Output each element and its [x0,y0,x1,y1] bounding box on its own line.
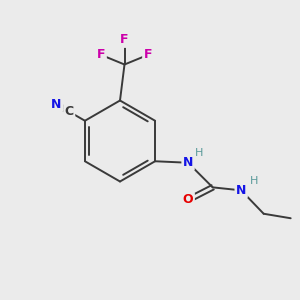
Text: F: F [97,48,105,62]
Text: C: C [64,105,74,118]
Text: N: N [183,156,193,169]
Text: N: N [236,184,246,197]
Text: O: O [183,194,194,206]
Text: N: N [51,98,62,111]
Text: H: H [195,148,204,158]
Text: H: H [250,176,258,186]
Text: F: F [144,48,152,62]
Text: F: F [120,33,129,46]
